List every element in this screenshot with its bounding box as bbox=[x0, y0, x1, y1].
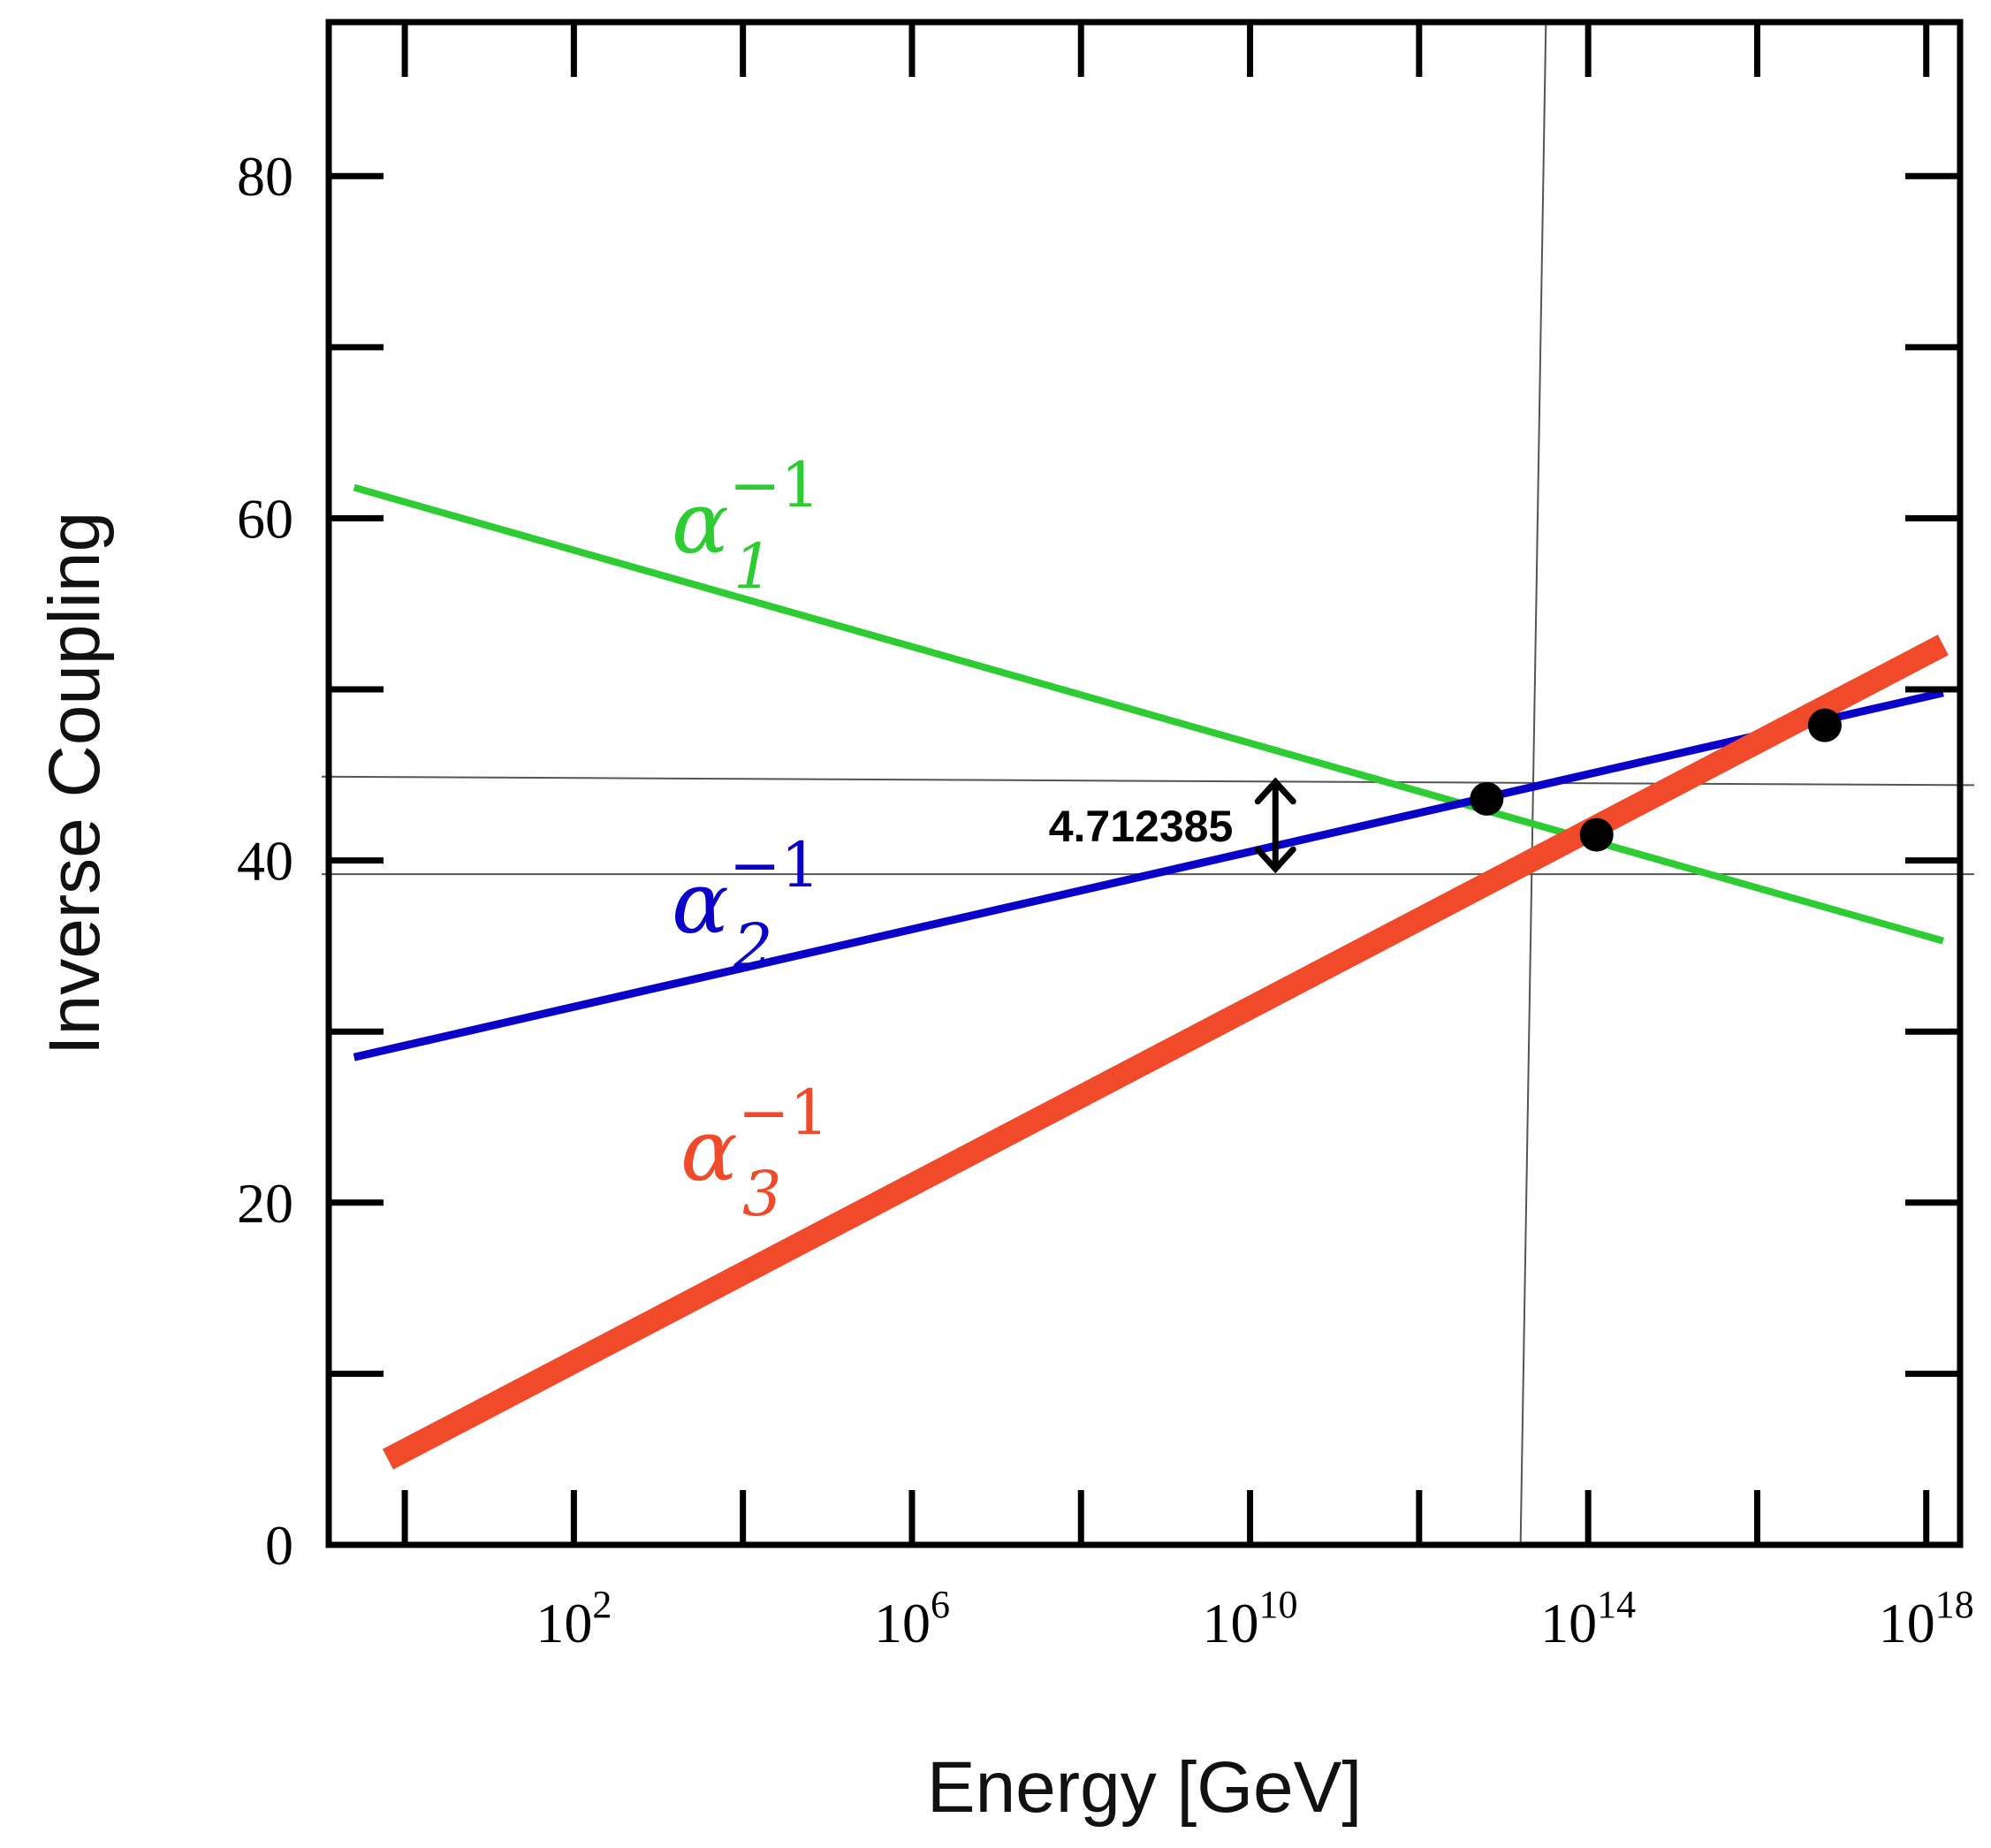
alpha2_inv-label-subscript: 2 bbox=[733, 910, 773, 983]
x-axis-title: Energy [GeV] bbox=[927, 1747, 1362, 1828]
x-tick-label: 102 bbox=[536, 1583, 612, 1654]
y-tick-label: 0 bbox=[265, 1514, 293, 1577]
intersection-point-1-2 bbox=[1470, 781, 1504, 816]
gap-annotation-text: 4.712385 bbox=[1049, 802, 1234, 851]
y-tick-label: 60 bbox=[237, 487, 293, 550]
intersection-points bbox=[1470, 708, 1842, 852]
x-tick-label: 1014 bbox=[1540, 1583, 1636, 1654]
y-tick-label: 20 bbox=[237, 1172, 293, 1235]
alpha2_inv-line bbox=[353, 688, 1944, 1061]
y-tick-label: 40 bbox=[237, 830, 293, 893]
gap-annotation: 4.712385 bbox=[1049, 777, 1296, 874]
series-labels: α−11α−12α−13 bbox=[672, 449, 829, 1230]
alpha3_inv-label: α−1 bbox=[680, 1076, 829, 1200]
intersection-point-1-3 bbox=[1579, 818, 1614, 852]
x-tick-label: 1010 bbox=[1203, 1583, 1298, 1654]
x-tick-label: 106 bbox=[874, 1583, 950, 1654]
y-axis-title: Inverse Coupling bbox=[34, 512, 115, 1055]
alpha1_inv-label: α−1 bbox=[672, 449, 820, 573]
plot-frame bbox=[325, 19, 1964, 1548]
alpha3_inv-label-subscript: 3 bbox=[742, 1158, 782, 1230]
gap-arrow-head-bottom bbox=[1254, 846, 1296, 874]
gap-arrow-head-top bbox=[1254, 777, 1296, 805]
series-lines bbox=[353, 483, 1949, 1470]
alpha2_inv-label: α−1 bbox=[672, 829, 820, 953]
alpha1_inv-label-subscript: 1 bbox=[733, 530, 773, 603]
x-tick-label: 1018 bbox=[1879, 1583, 1974, 1654]
y-tick-label: 80 bbox=[237, 145, 293, 208]
alpha3_inv-line bbox=[382, 635, 1949, 1470]
alpha1_inv-line bbox=[353, 483, 1944, 945]
axes: 0 20 40 60 80 102 106 1010 1014 1018 bbox=[237, 19, 1974, 1654]
horizontal-reference-line-1 bbox=[321, 775, 1975, 787]
intersection-point-2-3 bbox=[1807, 708, 1842, 742]
reference-lines bbox=[321, 21, 1975, 1546]
